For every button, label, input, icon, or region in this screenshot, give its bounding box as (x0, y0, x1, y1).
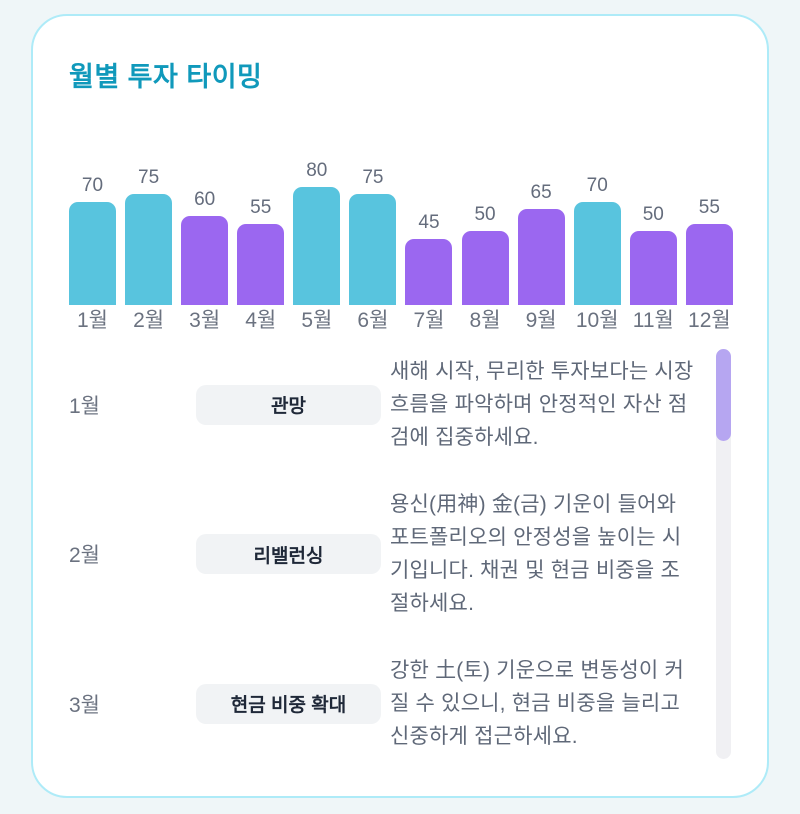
bar-slot: 75 2월 (125, 160, 173, 335)
bar-slot: 70 1월 (69, 160, 116, 335)
bar-3월 (181, 216, 229, 305)
bar-5월 (293, 187, 341, 305)
bar-category-label: 5월 (301, 309, 333, 332)
bar-slot: 55 4월 (237, 160, 285, 335)
bar-slot: 75 6월 (349, 160, 397, 335)
strategy-badge: 관망 (196, 384, 381, 425)
timeline-row-1월: 1월 관망 새해 시작, 무리한 투자보다는 시장 흐름을 파악하며 안정적인 자산… (69, 355, 699, 454)
bar-slot: 55 12월 (685, 160, 733, 335)
bar-12월 (685, 224, 733, 305)
advice-text: 강한 土(토) 기운으로 변동성이 커질 수 있으니, 현금 비중을 늘리고 신… (390, 659, 684, 748)
advice-text: 새해 시작, 무리한 투자보다는 시장 흐름을 파악하며 안정적인 자산 점검에… (390, 360, 694, 449)
bar-slot: 60 3월 (181, 160, 229, 335)
bar-value-label: 60 (194, 189, 216, 210)
bar-1월 (69, 202, 116, 305)
scrollbar-thumb[interactable] (716, 349, 731, 441)
row-month-label: 2월 (69, 544, 100, 567)
bar-value-label: 80 (306, 160, 328, 181)
bar-value-label: 70 (586, 175, 608, 196)
row-month-label: 3월 (69, 693, 100, 717)
bar-value-label: 45 (418, 212, 440, 233)
bar-category-label: 8월 (469, 309, 501, 332)
bar-value-label: 50 (474, 204, 496, 225)
bar-10월 (573, 202, 621, 305)
bar-category-label: 11월 (632, 309, 674, 332)
bar-7월 (405, 239, 453, 305)
bar-slot: 45 7월 (405, 160, 453, 335)
bar-slot: 80 5월 (293, 160, 341, 335)
bar-category-label: 12월 (688, 309, 731, 332)
bar-category-label: 1월 (77, 309, 108, 332)
monthly-timing-bar-chart: 70 1월 75 2월 60 3월 55 4월 80 5월 75 6월 45 7월 50 8월 65 9월 70 10… (69, 160, 733, 335)
bar-slot: 50 11월 (629, 160, 677, 335)
scrollbar-track[interactable] (716, 354, 731, 759)
page-title: 월별 투자 타이밍 (69, 62, 263, 92)
bar-value-label: 50 (642, 204, 664, 225)
bar-slot: 70 10월 (573, 160, 621, 335)
bar-6월 (349, 194, 397, 305)
bar-category-label: 6월 (357, 309, 389, 332)
bar-4월 (237, 224, 285, 305)
timeline-row-3월: 3월 현금 비중 확대 강한 土(토) 기운으로 변동성이 커질 수 있으니, 현금… (69, 654, 699, 753)
strategy-badge: 리밸런싱 (196, 534, 381, 574)
bar-category-label: 4월 (245, 309, 277, 332)
bar-category-label: 9월 (525, 309, 557, 332)
bar-slot: 50 8월 (461, 160, 509, 335)
bar-2월 (125, 194, 173, 305)
monthly-advice-list: 1월 관망 새해 시작, 무리한 투자보다는 시장 흐름을 파악하며 안정적인 자산… (69, 349, 731, 764)
bar-11월 (629, 231, 677, 305)
bar-category-label: 2월 (133, 309, 165, 332)
bar-category-label: 7월 (413, 309, 445, 332)
monthly-investment-timing-card: 월별 투자 타이밍 70 1월 75 2월 60 3월 55 4월 80 5월 75 6월 45 7월 50… (31, 14, 769, 798)
bar-category-label: 3월 (189, 309, 221, 332)
bar-8월 (461, 231, 509, 305)
bar-value-label: 75 (138, 167, 160, 188)
bar-category-label: 10월 (575, 309, 619, 332)
bar-value-label: 70 (81, 175, 104, 196)
bar-value-label: 75 (362, 167, 384, 188)
bar-value-label: 55 (698, 197, 720, 218)
strategy-badge: 현금 비중 확대 (196, 683, 381, 724)
bar-value-label: 65 (530, 182, 552, 203)
timeline-row-2월: 2월 리밸런싱 용신(用神) 金(금) 기운이 들어와 포트폴리오의 안정성을 높이… (69, 488, 699, 620)
bar-value-label: 55 (250, 197, 272, 218)
bar-slot: 65 9월 (517, 160, 565, 335)
bar-9월 (517, 209, 565, 305)
advice-text: 용신(用神) 金(금) 기운이 들어와 포트폴리오의 안정성을 높이는 시기입니… (390, 493, 682, 615)
row-month-label: 1월 (69, 394, 100, 418)
